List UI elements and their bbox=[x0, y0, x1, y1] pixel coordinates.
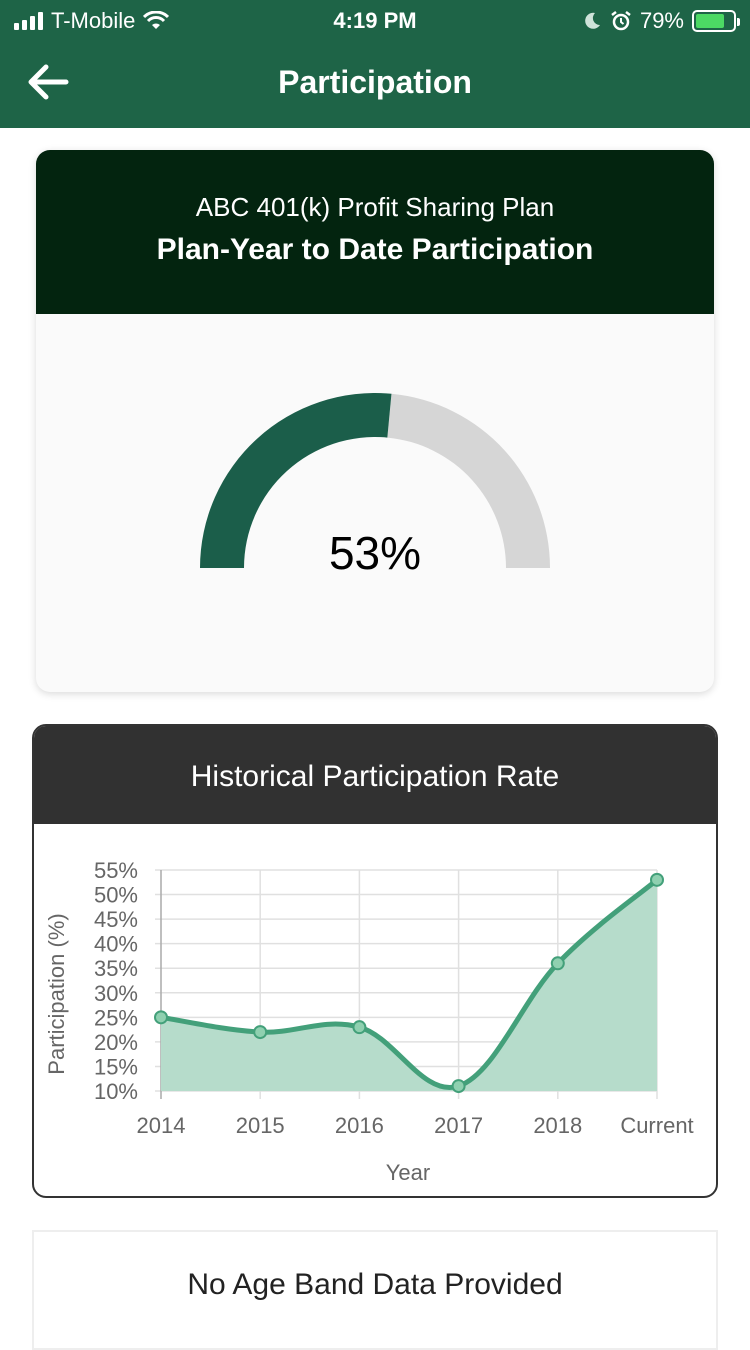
status-left: T-Mobile bbox=[14, 8, 170, 34]
back-button[interactable] bbox=[26, 62, 74, 106]
y-tick-label: 10% bbox=[94, 1079, 138, 1104]
participation-gauge: 53% bbox=[36, 314, 714, 692]
gauge-fill bbox=[200, 393, 392, 568]
plan-participation-card: ABC 401(k) Profit Sharing Plan Plan-Year… bbox=[36, 150, 714, 692]
y-tick-label: 35% bbox=[94, 956, 138, 981]
series-area bbox=[161, 879, 657, 1091]
data-point[interactable] bbox=[550, 956, 565, 971]
status-bar: T-Mobile 4:19 PM 79% bbox=[0, 0, 750, 40]
data-point[interactable] bbox=[352, 1020, 367, 1035]
battery-percent: 79% bbox=[639, 8, 684, 33]
age-band-message: No Age Band Data Provided bbox=[187, 1268, 563, 1301]
historical-participation-card: Historical Participation Rate 55% 50% 45% 4… bbox=[32, 724, 718, 1198]
y-tick-label: 20% bbox=[94, 1030, 138, 1055]
x-tick-label: 2016 bbox=[335, 1113, 384, 1138]
gauge-track bbox=[387, 393, 550, 568]
y-tick-label: 50% bbox=[94, 883, 138, 908]
age-band-card: No Age Band Data Provided bbox=[32, 1230, 718, 1350]
plan-card-header: ABC 401(k) Profit Sharing Plan Plan-Year… bbox=[36, 150, 714, 314]
y-tick-label: 25% bbox=[94, 1005, 138, 1030]
carrier-label: T-Mobile bbox=[51, 8, 136, 33]
nav-bar: Participation bbox=[0, 40, 750, 128]
data-point[interactable] bbox=[253, 1025, 268, 1040]
history-card-header: Historical Participation Rate bbox=[34, 726, 716, 824]
x-tick-label: 2015 bbox=[236, 1113, 285, 1138]
y-tick-label: 45% bbox=[94, 907, 138, 932]
y-tick-label: 40% bbox=[94, 932, 138, 957]
y-axis-label: Participation (%) bbox=[44, 913, 69, 1074]
participation-chart: 55%50%45%40%35%30%25%20%15%10% 2014 2015 20… bbox=[44, 858, 694, 1185]
data-point[interactable] bbox=[650, 872, 664, 887]
x-tick-label: 2017 bbox=[434, 1113, 483, 1138]
moon-icon bbox=[585, 12, 600, 29]
arrow-left-icon bbox=[28, 64, 69, 100]
page-title: Participation bbox=[278, 64, 472, 100]
data-point[interactable] bbox=[154, 1010, 168, 1025]
gauge-value-label: 53% bbox=[328, 527, 422, 579]
x-tick-label: Current bbox=[620, 1113, 693, 1138]
plan-name: ABC 401(k) Profit Sharing Plan bbox=[195, 192, 555, 222]
signal-icon bbox=[14, 12, 43, 30]
x-axis-label: Year bbox=[386, 1160, 430, 1185]
status-time: 4:19 PM bbox=[333, 8, 417, 33]
alarm-icon bbox=[611, 11, 631, 31]
x-tick-label: 2014 bbox=[137, 1113, 186, 1138]
plan-card-title: Plan-Year to Date Participation bbox=[156, 233, 594, 266]
y-tick-label: 15% bbox=[94, 1054, 138, 1079]
y-tick-label: 30% bbox=[94, 981, 138, 1006]
wifi-icon bbox=[143, 11, 170, 29]
status-right: 79% bbox=[582, 8, 740, 34]
x-tick-label: 2018 bbox=[533, 1113, 582, 1138]
battery-icon bbox=[692, 10, 740, 32]
y-tick-label: 55% bbox=[94, 858, 138, 883]
data-point[interactable] bbox=[451, 1079, 466, 1094]
